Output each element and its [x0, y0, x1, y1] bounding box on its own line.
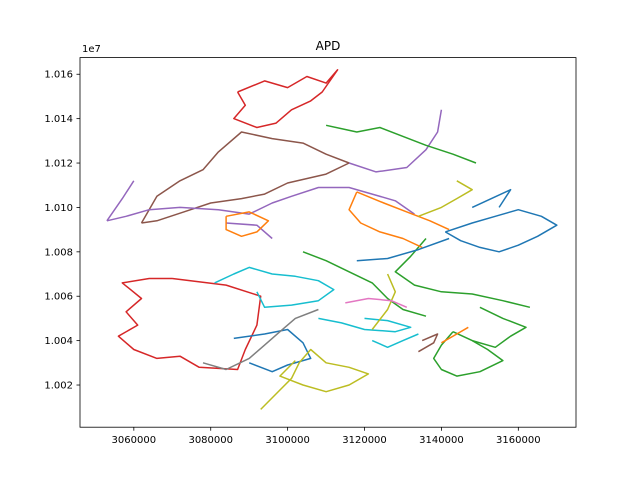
- y-tick-label: 1.002: [44, 381, 73, 392]
- series-line-13: [356, 191, 450, 231]
- series-line-0: [117, 277, 262, 371]
- series-line-9: [394, 238, 531, 309]
- series-line-26: [202, 308, 319, 371]
- series-line-19: [233, 328, 312, 373]
- plot-area-frame: [79, 57, 577, 428]
- series-line-28: [418, 333, 439, 353]
- series-line-14: [348, 191, 423, 249]
- chart-title: APD: [316, 39, 341, 53]
- series-line-8: [302, 251, 427, 317]
- series-line-18: [356, 237, 450, 262]
- series-line-12: [225, 211, 270, 238]
- series-line-22: [371, 333, 419, 349]
- series-line-5: [348, 109, 443, 173]
- series-layer: [106, 69, 558, 410]
- series-line-1: [233, 69, 339, 129]
- series-line-6: [226, 222, 273, 240]
- y-offset-text: 1e7: [82, 44, 101, 55]
- series-line-7: [325, 124, 477, 164]
- series-line-4: [106, 180, 135, 222]
- series-line-20: [214, 266, 335, 309]
- series-line-10: [432, 331, 504, 377]
- series-line-17: [471, 188, 512, 209]
- y-tick-label: 1.004: [44, 336, 73, 347]
- series-line-15: [441, 326, 469, 344]
- y-tick-label: 1.014: [44, 114, 73, 125]
- x-tick-label: 3080000: [188, 435, 233, 446]
- series-line-27: [345, 297, 408, 308]
- series-line-25: [418, 180, 473, 217]
- x-tick-label: 3120000: [342, 435, 387, 446]
- series-line-21: [318, 317, 412, 333]
- y-tick-label: 1.016: [44, 70, 73, 81]
- x-tick-label: 3060000: [112, 435, 157, 446]
- x-tick-label: 3160000: [496, 435, 541, 446]
- y-tick-label: 1.008: [44, 247, 73, 258]
- y-tick-label: 1.010: [44, 203, 73, 214]
- series-line-3: [106, 186, 415, 222]
- series-line-11: [471, 306, 527, 349]
- series-line-16: [444, 208, 558, 253]
- y-tick-label: 1.006: [44, 292, 73, 303]
- x-tick-label: 3100000: [265, 435, 310, 446]
- series-line-23: [260, 348, 370, 410]
- y-tick-label: 1.012: [44, 159, 73, 170]
- x-tick-label: 3140000: [419, 435, 464, 446]
- series-line-2: [140, 131, 350, 224]
- tick-layer: 3060000 3080000 3100000 3120000 3140000 31600…: [44, 70, 540, 446]
